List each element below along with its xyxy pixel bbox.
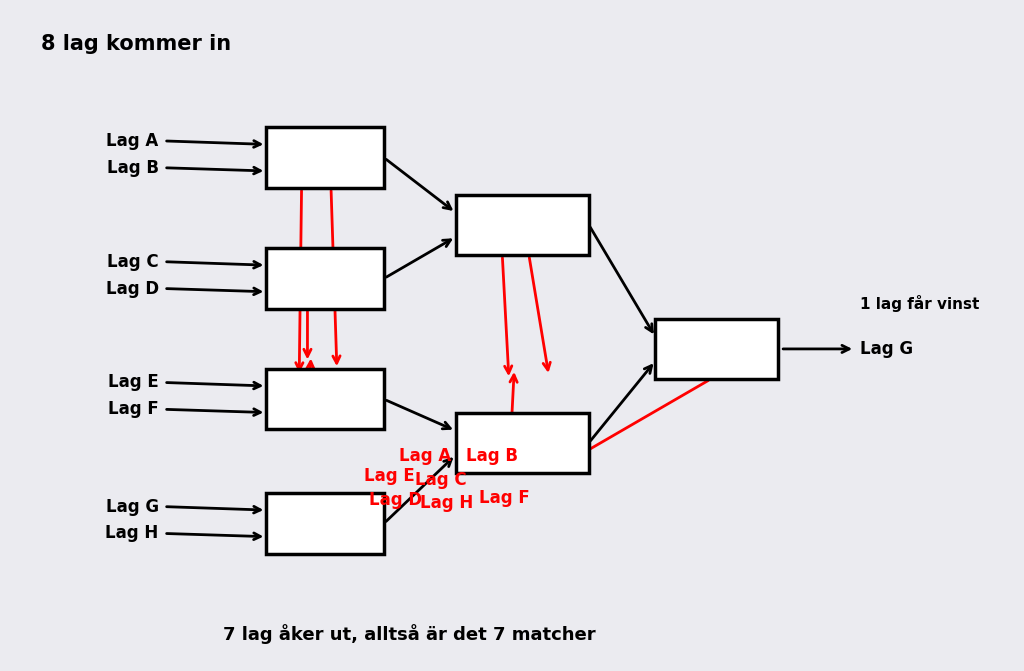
- Text: 7 lag åker ut, alltså är det 7 matcher: 7 lag åker ut, alltså är det 7 matcher: [223, 624, 596, 644]
- Text: 1 lag får vinst: 1 lag får vinst: [860, 295, 980, 312]
- Text: Lag G: Lag G: [860, 340, 913, 358]
- Text: Lag A: Lag A: [106, 132, 159, 150]
- Text: 8 lag kommer in: 8 lag kommer in: [41, 34, 231, 54]
- Text: Lag F: Lag F: [479, 489, 530, 507]
- Bar: [266, 369, 384, 429]
- Bar: [456, 195, 589, 255]
- Text: Lag H: Lag H: [105, 525, 159, 542]
- Text: Lag B: Lag B: [106, 159, 159, 176]
- Text: Lag A: Lag A: [399, 448, 452, 465]
- Bar: [456, 413, 589, 473]
- Text: Lag C: Lag C: [415, 471, 466, 488]
- Text: Lag G: Lag G: [105, 498, 159, 515]
- Text: Lag D: Lag D: [369, 491, 422, 509]
- Text: Lag D: Lag D: [105, 280, 159, 297]
- Bar: [266, 248, 384, 309]
- Text: Lag E: Lag E: [364, 468, 415, 485]
- Text: Lag E: Lag E: [108, 374, 159, 391]
- Text: Lag F: Lag F: [108, 401, 159, 418]
- Bar: [266, 493, 384, 554]
- Text: Lag C: Lag C: [108, 253, 159, 270]
- Bar: [655, 319, 778, 379]
- Bar: [266, 127, 384, 188]
- Text: Lag H: Lag H: [420, 495, 473, 512]
- Text: Lag B: Lag B: [466, 448, 518, 465]
